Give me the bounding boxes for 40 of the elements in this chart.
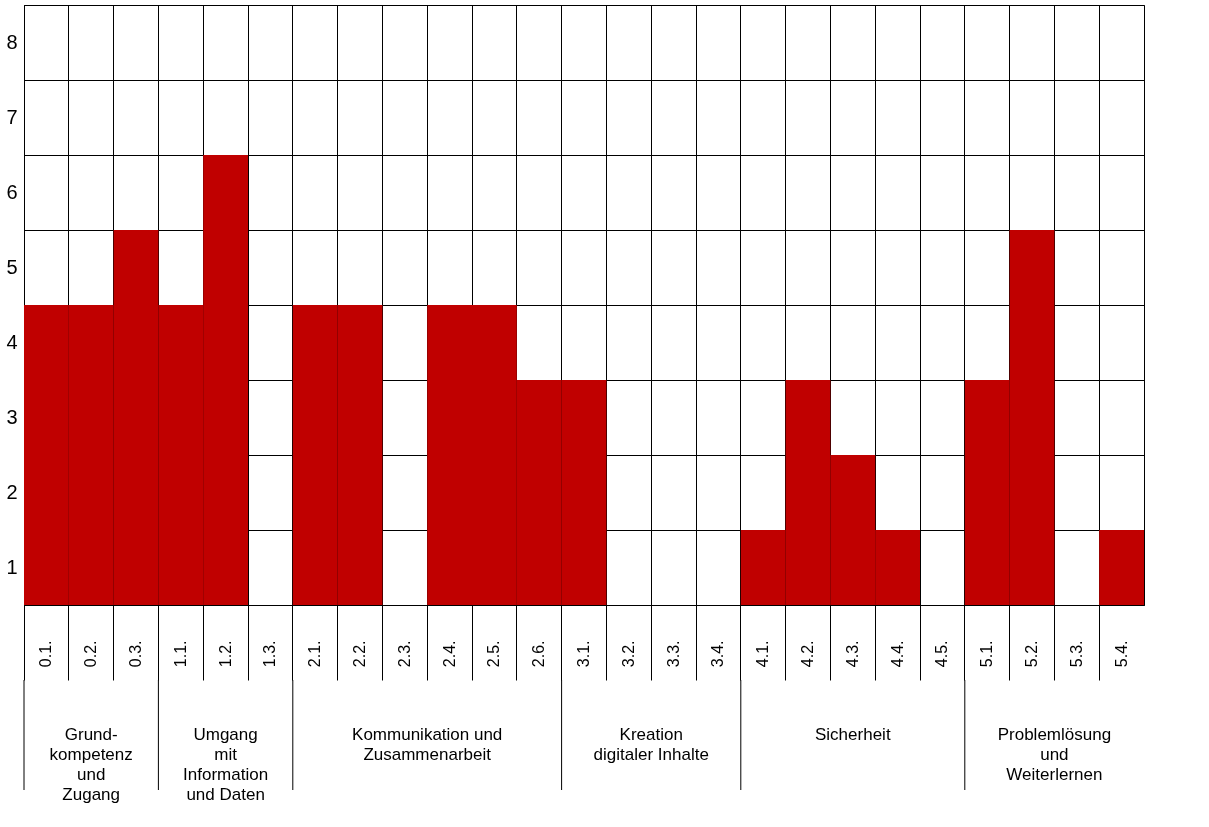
bar bbox=[1099, 530, 1144, 605]
text: Kreation digitaler Inhalte bbox=[593, 725, 709, 764]
y-tick-label: 5 bbox=[6, 256, 18, 278]
x-tick-label: 5.1. bbox=[978, 640, 996, 668]
text: Umgang mit Information und Daten bbox=[183, 725, 269, 804]
x-tick-label: 2.1. bbox=[306, 640, 324, 668]
x-tick-label: 4.3. bbox=[843, 640, 861, 668]
y-tick-label: 8 bbox=[6, 31, 18, 53]
x-tick-label: 2.4. bbox=[440, 640, 458, 668]
x-tick-label: 5.3. bbox=[1067, 640, 1085, 668]
x-tick-label: 2.2. bbox=[351, 640, 368, 668]
y-tick-label: 4 bbox=[6, 331, 18, 353]
y-tick-label: 1 bbox=[6, 556, 18, 578]
text: Sicherheit bbox=[815, 725, 891, 744]
y-tick-label: 2 bbox=[6, 481, 18, 503]
x-tick-label: 1.2. bbox=[216, 640, 234, 668]
text: Kommunikation und Zusammenarbeit bbox=[352, 725, 503, 764]
x-tick-label: 0.3. bbox=[127, 640, 144, 668]
x-tick-label: 3.4. bbox=[709, 640, 727, 668]
x-tick-label: 4.1. bbox=[754, 640, 772, 668]
x-tick-label: 2.5. bbox=[485, 640, 503, 668]
text: Problemlösung und Weiterlernen bbox=[997, 725, 1112, 784]
y-tick-label: 6 bbox=[6, 181, 18, 203]
x-tick-label: 5.4. bbox=[1112, 640, 1130, 668]
x-tick-label: 3.3. bbox=[664, 640, 682, 668]
x-tick-label: 2.3. bbox=[395, 640, 413, 668]
x-tick-label: 2.6. bbox=[530, 640, 548, 668]
y-tick-label: 7 bbox=[6, 106, 18, 128]
text: Grund- kompetenz und Zugang bbox=[49, 725, 133, 804]
x-tick-label: 4.5. bbox=[933, 640, 951, 668]
x-tick-label: 3.1. bbox=[575, 640, 592, 668]
x-tick-label: 4.4. bbox=[888, 640, 906, 668]
x-tick-label: 3.2. bbox=[619, 640, 637, 668]
x-tick-label: 0.1. bbox=[37, 640, 55, 668]
x-tick-label: 0.2. bbox=[82, 640, 100, 668]
x-tick-label: 4.2. bbox=[799, 640, 816, 668]
x-tick-label: 1.1. bbox=[171, 640, 189, 668]
y-tick-label: 3 bbox=[6, 406, 18, 428]
x-tick-label: 5.2. bbox=[1023, 640, 1040, 668]
x-tick-label: 1.3. bbox=[261, 640, 279, 668]
